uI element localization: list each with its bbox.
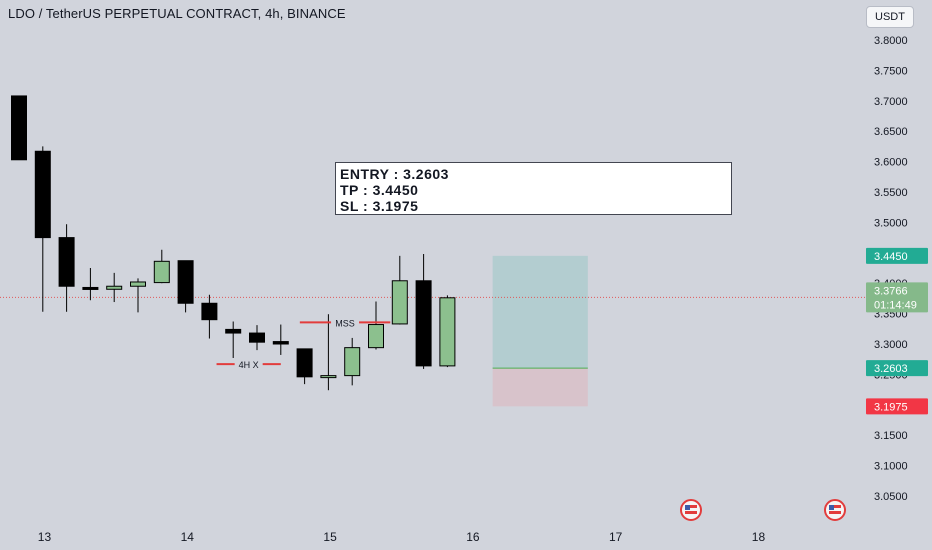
price-tick-label: 3.6000 [874,157,908,169]
currency-button[interactable]: USDT [866,6,914,28]
trade-note[interactable]: ENTRY : 3.2603 TP : 3.4450 SL : 3.1975 [335,162,732,215]
candle [368,324,384,349]
price-tick-label: 3.1000 [874,461,908,473]
price-tick-label: 3.5000 [874,217,908,229]
candle [130,281,146,287]
candle [153,260,170,284]
price-tick-label: 3.5500 [874,187,908,199]
entry-price-label-bg [866,360,928,377]
candle [439,297,456,367]
price-axis[interactable]: 3.8000 3.7500 3.7000 3.6500 3.6000 3.5500 3.50… [874,35,908,503]
time-tick-label: 14 [181,530,195,544]
entry-price-label: 3.2603 [874,363,908,375]
time-tick-label: 16 [466,530,480,544]
candle [296,348,313,378]
event-flag-icon [680,499,702,521]
candle [34,150,51,239]
candle [272,341,289,345]
price-tick-label: 3.1500 [874,430,908,442]
candle [82,286,99,290]
price-tick-label: 3.0500 [874,491,908,503]
event-flag-canton [685,505,690,510]
time-axis[interactable]: 13 14 15 16 17 18 [38,530,766,544]
annotation-label: MSS [335,318,355,328]
event-flag-icon [824,499,846,521]
candle [391,280,408,325]
tp-price-label: 3.4450 [874,251,908,263]
time-tick-label: 13 [38,530,52,544]
price-tick-label: 3.7000 [874,96,908,108]
current-price-label-bg [866,282,928,313]
sl-price-label: 3.1975 [874,401,908,413]
candle [177,260,194,304]
event-flag-stripe [829,505,841,508]
candle [11,95,27,161]
candle [225,328,242,334]
chart-title: LDO / TetherUS PERPETUAL CONTRACT, 4h, B… [8,6,346,21]
candle [320,375,337,379]
time-tick-label: 18 [752,530,766,544]
event-flag-ring [680,499,702,521]
tp-price-label-bg [866,247,928,264]
note-sl: SL : 3.1975 [340,198,419,214]
candle [201,302,218,321]
note-entry: ENTRY : 3.2603 [340,166,449,182]
event-flag-ring [824,499,846,521]
candles-layer: MSS 4H X [0,95,866,521]
note-tp: TP : 3.4450 [340,182,419,198]
current-price-label: 3.3766 [874,285,908,297]
price-tick-label: 3.6500 [874,126,908,138]
take-profit-zone [492,255,588,369]
candle [415,280,432,367]
price-labels: 3.4450 3.3766 01:14:49 3.2603 3.1975 [866,247,928,415]
current-price-label-countdown: 01:14:49 [874,299,917,311]
candle [344,347,361,377]
event-flag-stripe [829,511,841,514]
stop-loss-zone [492,368,588,407]
event-flag-canton [829,505,834,510]
price-tick-label: 3.3000 [874,339,908,351]
sl-price-label-bg [866,398,928,415]
candle [249,332,265,343]
candle [106,285,123,290]
annotation-label: 4H X [239,360,259,370]
price-tick-label: 3.7500 [874,65,908,77]
time-tick-label: 15 [323,530,337,544]
price-tick-label: 3.8000 [874,35,908,47]
candle [58,237,75,287]
event-flag-stripe [685,505,697,508]
event-flag-stripe [685,511,697,514]
time-tick-label: 17 [609,530,623,544]
